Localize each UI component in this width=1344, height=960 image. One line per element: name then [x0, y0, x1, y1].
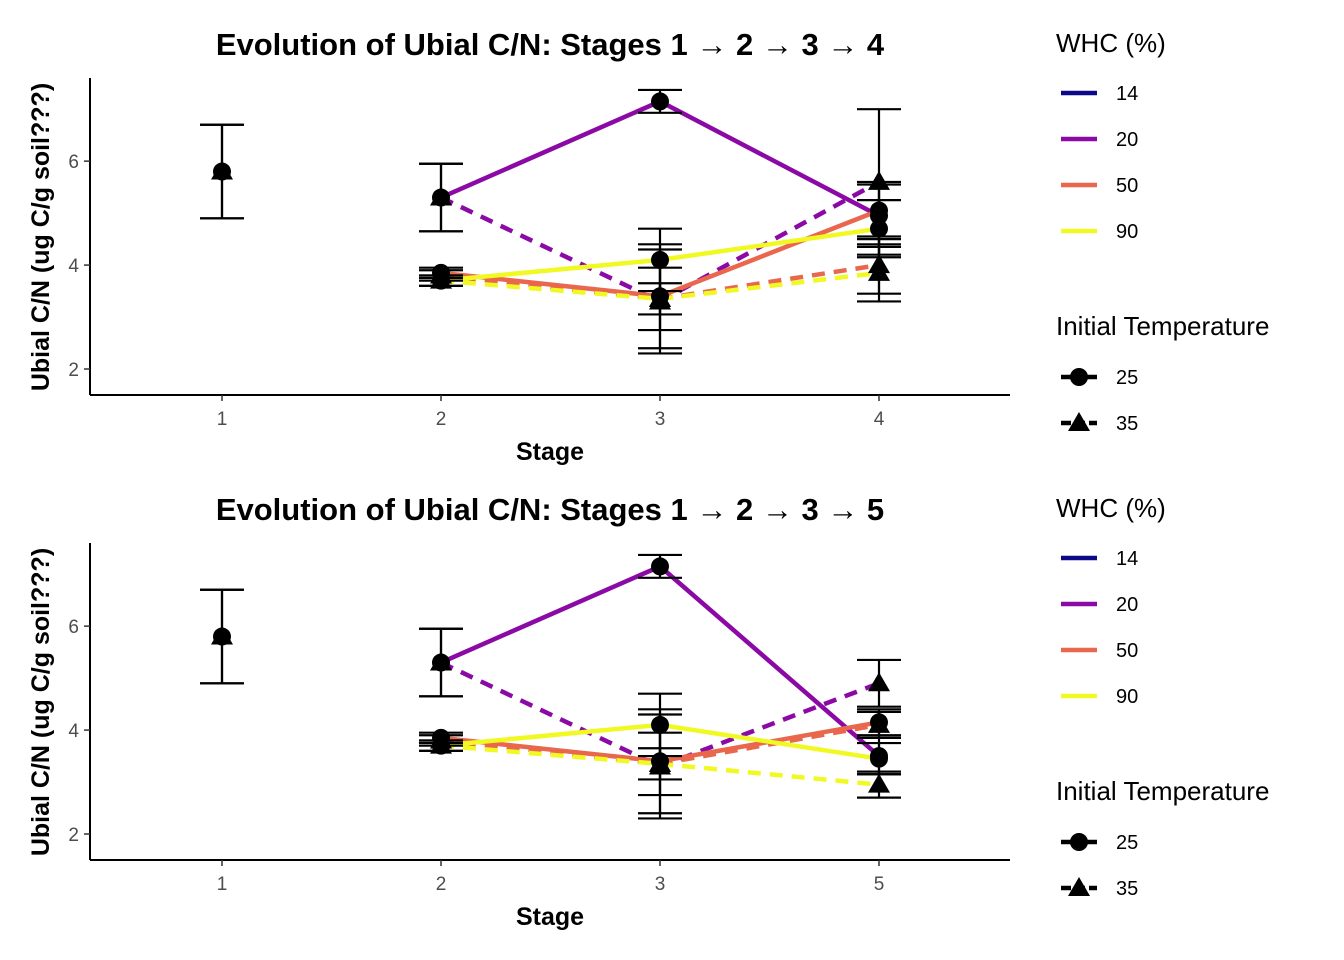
data-point-circle	[651, 715, 669, 734]
x-axis-title: Stage	[516, 903, 584, 931]
x-tick-label: 2	[436, 874, 447, 895]
data-point-triangle	[211, 625, 233, 645]
legend-key-circle	[1070, 368, 1088, 386]
legend-label-whc: 14	[1116, 83, 1138, 105]
data-point-triangle	[868, 261, 890, 281]
x-tick-label: 2	[436, 409, 447, 430]
y-tick-label: 4	[68, 256, 79, 277]
legend: WHC (%) 14 20 50 90 Initial Temperature 25 35	[1056, 28, 1269, 435]
chart-title: Evolution of Ubial C/N: Stages 1 → 2 → 3…	[216, 27, 885, 62]
legend-label-whc: 50	[1116, 640, 1138, 662]
data-point-circle	[651, 250, 669, 269]
legend-label-temp: 35	[1116, 878, 1138, 900]
legend-label-temp: 25	[1116, 367, 1138, 389]
data-point-triangle	[868, 170, 890, 190]
legend-label-whc: 20	[1116, 594, 1138, 616]
legend-label-whc: 90	[1116, 686, 1138, 708]
legend: WHC (%) 14 20 50 90 Initial Temperature 25 35	[1056, 493, 1269, 900]
legend-title-whc: WHC (%)	[1056, 493, 1166, 523]
data-point-triangle	[649, 287, 671, 307]
y-tick-label: 6	[68, 152, 79, 173]
data-point-circle	[870, 749, 888, 768]
series-line-whc90-t35	[440, 743, 880, 787]
legend-key-circle	[1070, 833, 1088, 851]
x-tick-label: 1	[217, 409, 228, 430]
legend-label-temp: 35	[1116, 413, 1138, 435]
legend-label-whc: 20	[1116, 129, 1138, 151]
chart-title: Evolution of Ubial C/N: Stages 1 → 2 → 3…	[216, 492, 884, 527]
y-axis-title: Ubial C/N (ug C/g soil???)	[27, 83, 55, 391]
data-point-circle	[870, 219, 888, 238]
y-tick-label: 4	[68, 721, 79, 742]
y-tick-label: 2	[68, 825, 79, 846]
data-point-triangle	[430, 269, 452, 289]
data-point-triangle	[868, 713, 890, 733]
series-line-whc90-t35	[440, 270, 880, 302]
x-tick-label: 5	[874, 874, 885, 895]
chart-panel-1: Evolution of Ubial C/N: Stages 1 → 2 → 3…	[27, 27, 1269, 466]
data-point-circle	[651, 92, 669, 111]
x-tick-label: 3	[655, 874, 666, 895]
legend-label-whc: 14	[1116, 548, 1138, 570]
chart-panel-2: Evolution of Ubial C/N: Stages 1 → 2 → 3…	[27, 492, 1269, 931]
data-point-triangle	[430, 186, 452, 206]
data-point-triangle	[430, 734, 452, 754]
y-axis-title: Ubial C/N (ug C/g soil???)	[27, 548, 55, 856]
series-line-whc20-t25	[440, 99, 881, 218]
legend-label-temp: 25	[1116, 832, 1138, 854]
data-point-triangle	[868, 672, 890, 692]
legend-label-whc: 90	[1116, 221, 1138, 243]
x-tick-label: 3	[655, 409, 666, 430]
legend-title-temp: Initial Temperature	[1056, 776, 1269, 806]
legend-title-whc: WHC (%)	[1056, 28, 1166, 58]
x-tick-label: 1	[217, 874, 228, 895]
y-tick-label: 6	[68, 617, 79, 638]
legend-title-temp: Initial Temperature	[1056, 311, 1269, 341]
legend-key-triangle	[1068, 877, 1090, 896]
data-point-triangle	[430, 651, 452, 671]
data-point-circle	[870, 201, 888, 220]
data-point-triangle	[211, 160, 233, 180]
legend-key-triangle	[1068, 412, 1090, 431]
y-tick-label: 2	[68, 360, 79, 381]
data-point-circle	[651, 557, 669, 576]
data-point-triangle	[868, 773, 890, 793]
legend-label-whc: 50	[1116, 175, 1138, 197]
x-axis-title: Stage	[516, 438, 584, 466]
data-point-triangle	[649, 752, 671, 772]
x-tick-label: 4	[874, 409, 885, 430]
